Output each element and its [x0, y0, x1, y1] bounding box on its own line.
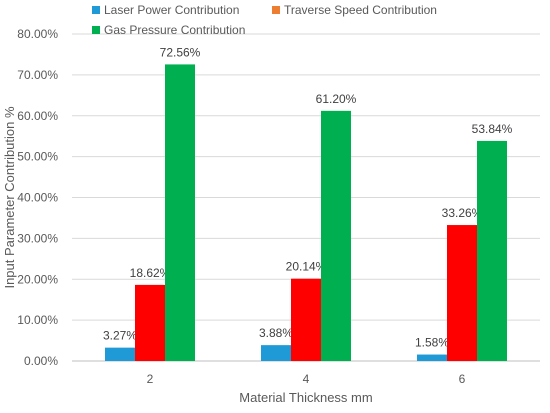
x-tick-label: 2 — [147, 372, 154, 386]
x-tick-label: 6 — [459, 372, 466, 386]
data-label: 61.20% — [316, 92, 357, 106]
y-tick-label: 10.00% — [17, 313, 58, 327]
legend-entry: Laser Power Contribution — [104, 3, 239, 17]
data-label: 33.26% — [442, 206, 483, 220]
legend-entry: Gas Pressure Contribution — [104, 23, 245, 37]
bar — [261, 345, 291, 361]
data-label: 20.14% — [286, 260, 327, 274]
legend-swatch — [92, 6, 100, 14]
bar — [105, 347, 135, 361]
y-tick-label: 0.00% — [24, 354, 58, 368]
x-tick-label: 4 — [303, 372, 310, 386]
bar — [135, 284, 165, 361]
data-label: 1.58% — [415, 336, 449, 350]
bar — [477, 140, 507, 361]
legend-swatch — [272, 6, 280, 14]
y-tick-label: 80.00% — [17, 27, 58, 41]
legend-swatch — [92, 26, 100, 34]
x-axis-title: Material Thickness mm — [239, 390, 372, 405]
data-label: 3.88% — [259, 326, 293, 340]
bar — [321, 110, 351, 361]
bar — [291, 278, 321, 361]
y-axis-title: Input Parameter Contribution % — [2, 106, 17, 289]
bar — [447, 225, 477, 361]
y-tick-label: 70.00% — [17, 68, 58, 82]
bar — [417, 354, 447, 361]
y-tick-label: 20.00% — [17, 272, 58, 286]
data-label: 3.27% — [103, 329, 137, 343]
legend-entry: Traverse Speed Contribution — [284, 3, 437, 17]
bar — [165, 64, 195, 361]
y-tick-label: 30.00% — [17, 231, 58, 245]
data-label: 18.62% — [130, 266, 171, 280]
data-label: 53.84% — [472, 122, 513, 136]
y-tick-label: 40.00% — [17, 191, 58, 205]
data-label: 72.56% — [160, 45, 201, 59]
y-tick-label: 50.00% — [17, 150, 58, 164]
y-tick-label: 60.00% — [17, 109, 58, 123]
